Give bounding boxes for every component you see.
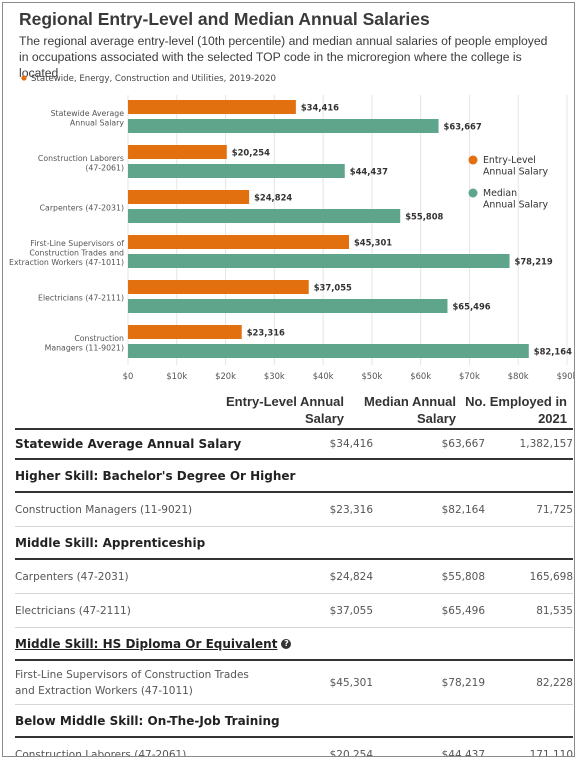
table-row: Construction Managers (11-9021) $23,316 $8…: [15, 493, 573, 527]
cell-median: $65,496: [441, 604, 485, 617]
row-label: Electricians (47-2111): [15, 604, 131, 617]
data-label: $55,808: [405, 212, 443, 222]
category-label: First-Line Supervisors of Construction Tr…: [9, 239, 124, 267]
legend-entry: Entry-Level Annual Salary: [483, 155, 548, 178]
table-row: First-Line Supervisors of Construction T…: [15, 661, 573, 705]
data-label: $37,055: [314, 283, 352, 293]
cell-employed: 82,228: [536, 676, 573, 689]
row-label: Carpenters (47-2031): [15, 570, 129, 583]
row-label: First-Line Supervisors of Construction T…: [15, 668, 249, 697]
category-label: Statewide Average Annual Salary: [51, 109, 125, 128]
median-bar: [128, 254, 510, 268]
entry-level-bar: [128, 145, 227, 159]
x-tick-label: $90k: [557, 371, 575, 381]
cell-entry: $24,824: [329, 570, 373, 583]
table-row: Carpenters (47-2031) $24,824 $55,808 165,69…: [15, 560, 573, 594]
page-title: Regional Entry-Level and Median Annual S…: [19, 9, 430, 29]
data-label: $44,437: [350, 167, 388, 177]
table-group-header: Higher Skill: Bachelor's Degree Or Highe…: [15, 460, 573, 493]
table-group-header: Below Middle Skill: On-The-Job Training: [15, 705, 573, 738]
data-label: $63,667: [444, 122, 482, 132]
cell-median: $82,164: [441, 503, 485, 516]
entry-level-bar: [128, 190, 250, 204]
row-label: Construction Managers (11-9021): [15, 503, 193, 516]
entry-level-bar: [128, 280, 309, 294]
median-bar: [128, 119, 439, 133]
chart-title: Statewide, Energy, Construction and Util…: [31, 74, 276, 84]
x-tick-label: $40k: [313, 371, 334, 381]
column-header-entry: Entry-Level Annual Salary: [226, 394, 344, 426]
cell-entry: $45,301: [329, 676, 373, 689]
data-label: $34,416: [301, 103, 339, 113]
entry-level-bar: [128, 325, 242, 339]
entry-level-bar: [128, 100, 296, 114]
table-row: Construction Laborers (47-2061) $20,254 $4…: [15, 738, 573, 757]
x-tick-label: $10k: [166, 371, 187, 381]
median-bar: [128, 344, 529, 358]
legend-marker: [468, 155, 478, 165]
chart-title-marker: [21, 75, 27, 81]
cell-employed: 81,535: [536, 604, 573, 617]
salary-table: Statewide Average Annual Salary $34,416 $6…: [15, 428, 573, 757]
row-label: Middle Skill: Apprenticeship: [15, 535, 206, 550]
cell-median: $63,667: [441, 438, 485, 450]
row-label: Statewide Average Annual Salary: [15, 437, 242, 451]
table-total-row: Statewide Average Annual Salary $34,416 $6…: [15, 428, 573, 460]
x-tick-label: $70k: [459, 371, 480, 381]
row-label: Middle Skill: HS Diploma Or Equivalent?: [15, 637, 292, 651]
cell-employed: 71,725: [536, 503, 573, 516]
cell-entry: $20,254: [329, 748, 373, 757]
entry-level-bar: [128, 235, 349, 249]
cell-entry: $37,055: [329, 604, 373, 617]
x-tick-label: $30k: [264, 371, 285, 381]
row-label: Below Middle Skill: On-The-Job Training: [15, 713, 280, 728]
data-label: $20,254: [232, 148, 270, 158]
legend-entry: Median Annual Salary: [483, 188, 548, 211]
x-tick-label: $50k: [361, 371, 382, 381]
table-group-header: Middle Skill: HS Diploma Or Equivalent?: [15, 628, 573, 661]
table-row: Electricians (47-2111) $37,055 $65,496 81,5…: [15, 594, 573, 628]
median-bar: [128, 299, 448, 313]
data-label: $65,496: [452, 302, 490, 312]
column-header-median: Median Annual Salary: [364, 394, 456, 426]
cell-entry: $23,316: [329, 503, 373, 516]
salary-bar-chart: Statewide, Energy, Construction and Util…: [9, 74, 575, 381]
question-circle-icon[interactable]: ?: [281, 639, 292, 649]
cell-median: $44,437: [441, 748, 485, 757]
category-label: Construction Managers (11-9021): [45, 334, 124, 353]
cell-entry: $34,416: [329, 438, 373, 450]
cell-employed: 165,698: [529, 570, 573, 583]
cell-median: $78,219: [441, 676, 485, 689]
x-tick-label: $80k: [508, 371, 529, 381]
table-group-header: Middle Skill: Apprenticeship: [15, 527, 573, 560]
category-label: Construction Laborers (47-2061): [38, 154, 124, 173]
page-subtitle: The regional average entry-level (10th p…: [19, 34, 548, 80]
category-label: Carpenters (47-2031): [40, 204, 124, 213]
category-label: Electricians (47-2111): [38, 294, 124, 303]
x-tick-label: $20k: [215, 371, 236, 381]
data-label: $45,301: [354, 238, 392, 248]
data-label: $23,316: [247, 328, 285, 338]
data-label: $24,824: [254, 193, 292, 203]
data-label: $78,219: [515, 257, 553, 267]
median-bar: [128, 164, 345, 178]
cell-median: $55,808: [441, 570, 485, 583]
legend-marker: [468, 188, 478, 198]
median-bar: [128, 209, 401, 223]
row-label: Higher Skill: Bachelor's Degree Or Highe…: [15, 468, 296, 483]
x-tick-label: $60k: [410, 371, 431, 381]
column-header-employed: No. Employed in 2021: [465, 394, 567, 426]
cell-employed: 171,110: [529, 748, 573, 757]
cell-employed: 1,382,157: [519, 438, 573, 450]
row-label: Construction Laborers (47-2061): [15, 748, 187, 757]
x-tick-label: $0: [123, 371, 134, 381]
data-label: $82,164: [534, 347, 572, 357]
